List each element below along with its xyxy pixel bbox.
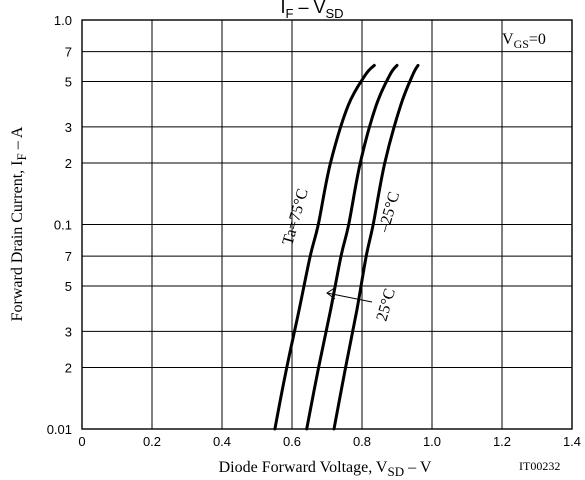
y-tick-label: 5	[65, 75, 72, 90]
y-tick-label: 2	[65, 360, 72, 375]
x-tick-label: 0	[78, 434, 85, 449]
series-line-0	[273, 63, 376, 431]
x-axis-label: Diode Forward Voltage, VSD – V	[219, 459, 432, 479]
series-label-ta75: Ta=75°C	[280, 187, 312, 247]
figure-id: IT00232	[519, 459, 560, 473]
chart-title: IF – VSD	[280, 0, 343, 21]
series-label-25: 25°C	[374, 287, 399, 323]
x-tick-label: 0.8	[353, 434, 371, 449]
x-tick-label: 0.6	[283, 434, 301, 449]
arrow-25c	[326, 286, 373, 303]
x-tick-label: 1.4	[563, 434, 581, 449]
condition-label: VGS=0	[502, 31, 546, 51]
x-tick-label: 0.4	[213, 434, 231, 449]
y-tick-label: 1.0	[54, 13, 72, 28]
x-tick-labels: 0 0.2 0.4 0.6 0.8 1.0 1.2 1.4	[78, 434, 581, 449]
y-tick-label: 3	[65, 324, 72, 339]
series-line-1	[305, 63, 399, 431]
x-tick-label: 1.2	[493, 434, 511, 449]
y-tick-labels: 0.01 2 3 5 7 0.1 2 3 5 7 1.0	[47, 13, 72, 437]
curves	[273, 63, 420, 431]
y-tick-label: 0.01	[47, 422, 72, 437]
y-tick-label: 3	[65, 120, 72, 135]
y-tick-label: 2	[65, 156, 72, 171]
x-tick-label: 1.0	[423, 434, 441, 449]
y-tick-label: 7	[65, 249, 72, 264]
grid	[81, 19, 573, 430]
y-axis-label: Forward Drain Current, IF – A	[9, 126, 29, 321]
plot-frame	[81, 19, 573, 430]
x-tick-label: 0.2	[143, 434, 161, 449]
y-tick-label: 5	[65, 279, 72, 294]
y-tick-label: 0.1	[54, 218, 72, 233]
y-tick-label: 7	[65, 45, 72, 60]
series-line-2	[332, 63, 420, 431]
